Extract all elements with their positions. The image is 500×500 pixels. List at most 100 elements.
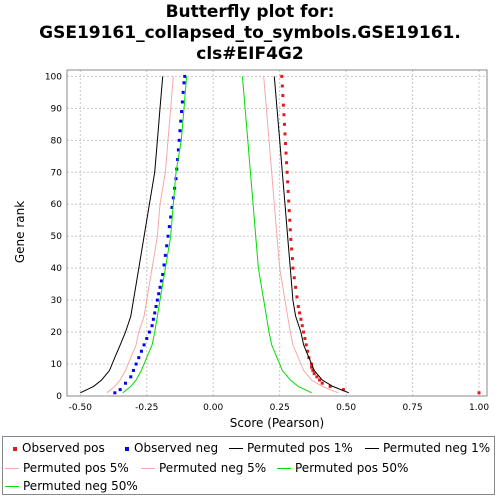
point-observed-pos xyxy=(320,381,324,385)
point-observed-pos xyxy=(477,391,481,395)
legend-swatch xyxy=(365,448,379,449)
point-observed-pos xyxy=(280,74,284,78)
plot-area-border xyxy=(66,69,488,397)
point-observed-neg xyxy=(134,362,138,366)
point-observed-neg xyxy=(167,225,171,229)
point-observed-neg xyxy=(163,253,167,257)
point-observed-pos xyxy=(284,151,288,155)
legend-swatch xyxy=(229,448,243,449)
legend-label: Permuted pos 5% xyxy=(23,461,129,475)
point-observed-pos xyxy=(288,228,292,232)
title-line-1: Butterfly plot for: xyxy=(165,2,335,22)
legend-item-observed-pos: Observed pos xyxy=(9,441,105,455)
point-observed-neg xyxy=(158,285,162,289)
y-tick-label: 80 xyxy=(51,136,63,146)
point-observed-pos xyxy=(285,161,289,165)
y-axis-label: Gene rank xyxy=(13,201,27,263)
point-observed-pos xyxy=(304,343,308,347)
point-observed-neg xyxy=(161,273,165,277)
point-observed-neg xyxy=(123,381,127,385)
point-observed-pos xyxy=(312,372,316,376)
point-observed-neg xyxy=(176,148,180,152)
x-tick-label: -0.25 xyxy=(135,403,158,413)
point-observed-neg xyxy=(139,349,143,353)
point-observed-neg xyxy=(151,317,155,321)
legend-label: Permuted neg 1% xyxy=(383,441,491,455)
legend-item-observed-neg: Observed neg xyxy=(121,441,218,455)
point-observed-pos xyxy=(286,189,290,193)
legend-label: Permuted neg 5% xyxy=(159,461,267,475)
point-observed-neg xyxy=(142,343,146,347)
point-observed-pos xyxy=(315,375,319,379)
point-observed-pos xyxy=(295,295,299,299)
legend-item-permuted-pos-50: Permuted pos 50% xyxy=(277,461,408,475)
legend-label: Permuted pos 1% xyxy=(247,441,353,455)
point-observed-neg xyxy=(169,215,173,219)
series-permuted-pos-1 xyxy=(273,76,349,394)
point-observed-pos xyxy=(284,142,288,146)
point-observed-pos xyxy=(300,324,304,328)
point-observed-neg xyxy=(183,74,187,78)
point-observed-neg xyxy=(154,305,158,309)
title-line-2: GSE19161_collapsed_to_symbols.GSE19161. xyxy=(39,23,461,43)
point-observed-pos xyxy=(296,305,300,309)
point-observed-neg xyxy=(171,196,175,200)
axis-ticks: -0.50 -0.25 0.00 0.25 0.50 0.75 1.00 0 10 20 30 40 5… xyxy=(45,72,490,413)
point-observed-neg xyxy=(153,311,157,315)
point-observed-pos xyxy=(302,330,306,334)
point-observed-pos xyxy=(299,317,303,321)
point-observed-pos xyxy=(290,247,294,251)
point-observed-pos xyxy=(281,103,285,107)
y-tick-label: 30 xyxy=(51,296,63,306)
y-tick-label: 20 xyxy=(51,328,63,338)
x-axis-label: Score (Pearson) xyxy=(230,416,324,430)
point-observed-neg xyxy=(165,244,169,248)
point-observed-neg xyxy=(155,298,159,302)
point-observed-pos xyxy=(318,378,322,382)
x-tick-label: 0.00 xyxy=(203,403,223,413)
point-observed-neg xyxy=(150,324,154,328)
series-observed-neg xyxy=(113,74,187,395)
point-observed-neg xyxy=(170,205,174,209)
y-tick-label: 90 xyxy=(51,104,63,114)
chart-legend: Observed pos Observed neg Permuted pos 1… xyxy=(2,436,495,495)
point-observed-neg xyxy=(157,292,161,296)
point-observed-neg xyxy=(147,330,151,334)
x-tick-label: -0.50 xyxy=(69,403,93,413)
point-observed-neg xyxy=(129,375,133,379)
series-permuted-pos-50 xyxy=(241,76,312,394)
point-observed-neg xyxy=(179,119,183,123)
legend-label: Observed neg xyxy=(134,441,219,455)
x-tick-label: 0.25 xyxy=(270,403,290,413)
legend-swatch xyxy=(125,446,129,451)
point-observed-pos xyxy=(291,266,295,270)
x-tick-label: 0.75 xyxy=(403,403,423,413)
series-permuted-neg-50 xyxy=(122,76,188,394)
point-observed-neg xyxy=(131,368,135,372)
y-tick-label: 50 xyxy=(51,232,63,242)
point-observed-pos xyxy=(281,94,285,98)
point-observed-neg xyxy=(137,356,141,360)
point-observed-neg xyxy=(145,336,149,340)
x-tick-label: 0.50 xyxy=(336,403,356,413)
point-observed-neg xyxy=(177,138,181,142)
point-observed-neg xyxy=(118,388,122,392)
point-observed-pos xyxy=(283,132,287,136)
legend-item-permuted-neg-50: Permuted neg 50% xyxy=(5,479,138,493)
legend-label: Permuted pos 50% xyxy=(295,461,409,475)
legend-item-permuted-neg-5: Permuted neg 5% xyxy=(141,461,266,475)
legend-item-permuted-pos-5: Permuted pos 5% xyxy=(5,461,129,475)
point-observed-neg xyxy=(174,177,178,181)
legend-swatch xyxy=(5,486,19,487)
point-observed-pos xyxy=(292,276,296,280)
point-observed-pos xyxy=(287,209,291,213)
x-tick-label: 1.00 xyxy=(469,403,489,413)
series-observed-pos xyxy=(280,74,481,395)
point-observed-pos xyxy=(306,349,310,353)
point-observed-neg xyxy=(178,129,182,133)
point-observed-neg xyxy=(180,110,184,114)
data-series xyxy=(80,74,481,395)
point-observed-neg xyxy=(166,234,170,238)
y-tick-label: 70 xyxy=(51,168,63,178)
